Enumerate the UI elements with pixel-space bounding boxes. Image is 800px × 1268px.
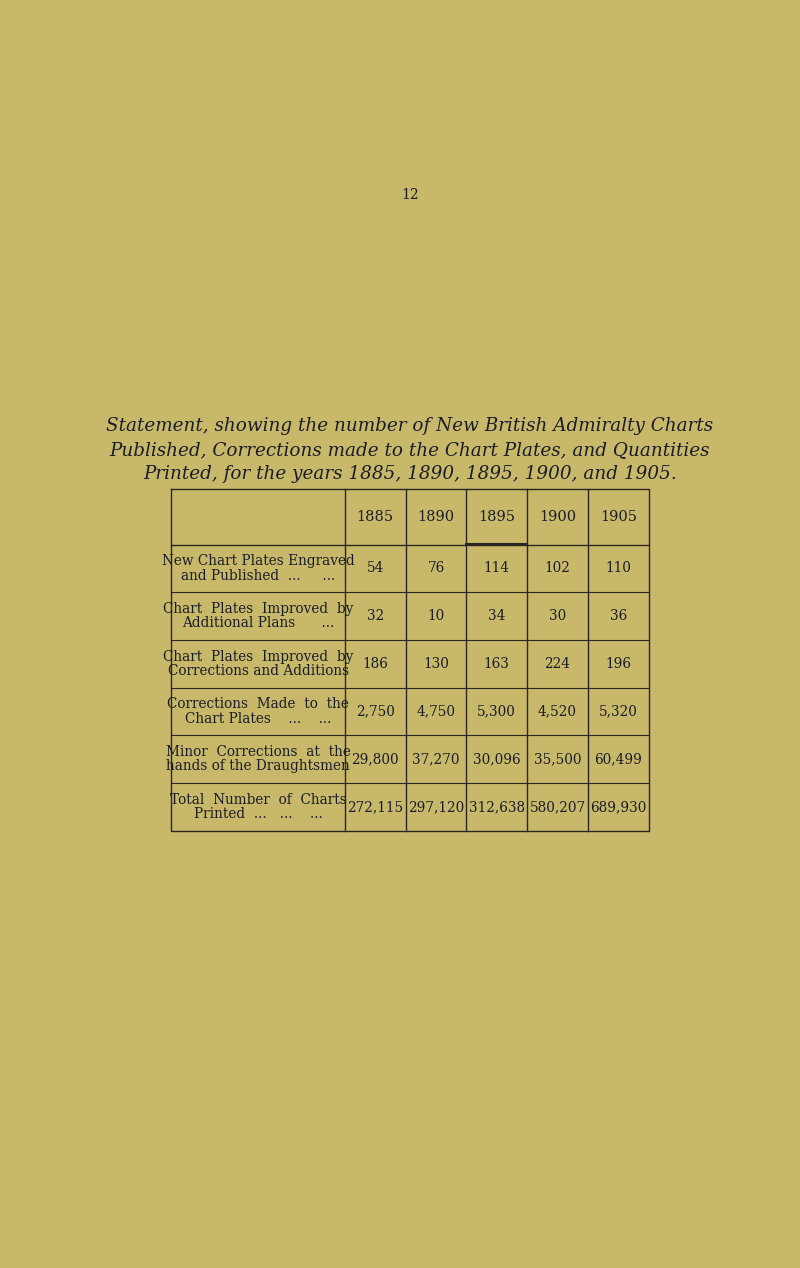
Text: 186: 186	[362, 657, 388, 671]
Text: 114: 114	[484, 562, 510, 576]
Text: 102: 102	[545, 562, 570, 576]
Text: 580,207: 580,207	[530, 800, 586, 814]
Text: 36: 36	[610, 609, 627, 623]
Text: 30,096: 30,096	[473, 752, 521, 766]
Text: 272,115: 272,115	[347, 800, 403, 814]
Text: 689,930: 689,930	[590, 800, 646, 814]
Text: 5,320: 5,320	[599, 705, 638, 719]
Text: Printed, for the years 1885, 1890, 1895, 1900, and 1905.: Printed, for the years 1885, 1890, 1895,…	[143, 465, 677, 483]
Text: 2,750: 2,750	[356, 705, 394, 719]
Text: 60,499: 60,499	[594, 752, 642, 766]
Text: 37,270: 37,270	[412, 752, 460, 766]
Text: 312,638: 312,638	[469, 800, 525, 814]
Text: Published, Corrections made to the Chart Plates, and Quantities: Published, Corrections made to the Chart…	[110, 441, 710, 459]
Text: Chart  Plates  Improved  by: Chart Plates Improved by	[163, 602, 354, 616]
Text: 32: 32	[366, 609, 384, 623]
Text: New Chart Plates Engraved: New Chart Plates Engraved	[162, 554, 354, 568]
Text: 29,800: 29,800	[351, 752, 399, 766]
Text: 5,300: 5,300	[478, 705, 516, 719]
Text: and Published  ...     ...: and Published ... ...	[181, 568, 335, 583]
Text: Corrections  Made  to  the: Corrections Made to the	[167, 697, 349, 711]
Text: 1885: 1885	[357, 510, 394, 524]
Text: 34: 34	[488, 609, 506, 623]
Text: Corrections and Additions: Corrections and Additions	[167, 664, 349, 678]
Text: 110: 110	[606, 562, 631, 576]
Text: 224: 224	[545, 657, 570, 671]
Text: Statement, showing the number of New British Admiralty Charts: Statement, showing the number of New Bri…	[106, 417, 714, 435]
Text: 4,520: 4,520	[538, 705, 577, 719]
Text: Chart  Plates  Improved  by: Chart Plates Improved by	[163, 649, 354, 663]
Text: 4,750: 4,750	[417, 705, 455, 719]
Text: hands of the Draughtsmen: hands of the Draughtsmen	[166, 760, 350, 773]
Text: 10: 10	[427, 609, 445, 623]
Text: 1900: 1900	[539, 510, 576, 524]
Text: Total  Number  of  Charts: Total Number of Charts	[170, 792, 346, 806]
Text: 297,120: 297,120	[408, 800, 464, 814]
Text: 1890: 1890	[418, 510, 454, 524]
Text: 163: 163	[484, 657, 510, 671]
Text: Chart Plates    ...    ...: Chart Plates ... ...	[185, 711, 331, 725]
Text: 35,500: 35,500	[534, 752, 582, 766]
Text: 12: 12	[401, 188, 419, 202]
Text: Printed  ...   ...    ...: Printed ... ... ...	[194, 806, 322, 822]
Text: 1895: 1895	[478, 510, 515, 524]
Text: 30: 30	[549, 609, 566, 623]
Text: 1905: 1905	[600, 510, 637, 524]
Text: 76: 76	[427, 562, 445, 576]
Text: 130: 130	[423, 657, 449, 671]
Text: 196: 196	[606, 657, 631, 671]
Text: 54: 54	[366, 562, 384, 576]
Text: Additional Plans      ...: Additional Plans ...	[182, 616, 334, 630]
Text: Minor  Corrections  at  the: Minor Corrections at the	[166, 746, 350, 760]
